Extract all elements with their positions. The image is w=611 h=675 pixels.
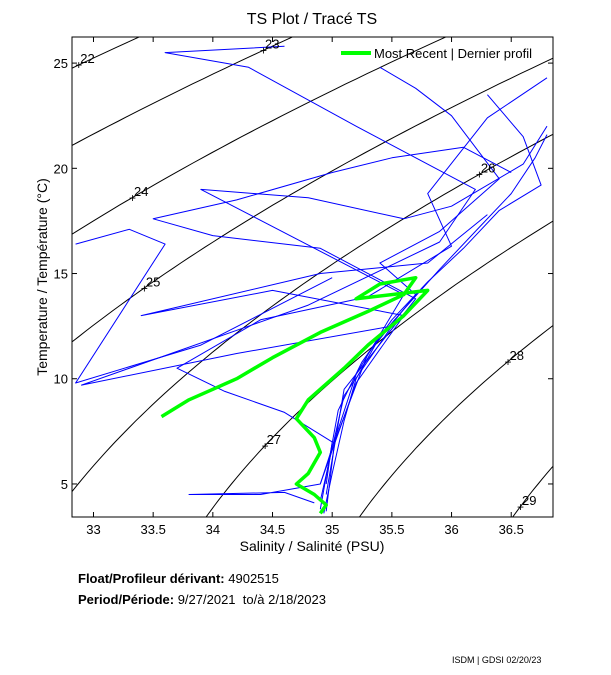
y-tick-label: 15 xyxy=(54,267,68,282)
y-tick-label: 20 xyxy=(54,161,68,176)
profile-line xyxy=(140,214,488,504)
profile-line xyxy=(200,125,548,485)
ts-chart: TS Plot / Tracé TS +22+23+24+25+26+27+28… xyxy=(34,11,554,554)
period-info: Period/Période: 9/27/2021 to/à 2/18/2023 xyxy=(78,592,326,607)
profile-line xyxy=(176,77,548,485)
chart-title: TS Plot / Tracé TS xyxy=(247,11,377,28)
isopycnal-marker: + xyxy=(504,355,511,369)
isopycnal-24 xyxy=(72,37,447,235)
isopycnal-marker: + xyxy=(260,43,267,57)
y-tick-label: 25 xyxy=(54,56,68,71)
y-tick-label: 10 xyxy=(54,372,68,387)
isopycnal-marker: + xyxy=(141,281,148,295)
float-info: Float/Profileur dérivant: 4902515 xyxy=(78,571,279,586)
end-date: 2/18/2023 xyxy=(268,592,326,607)
isopycnal-label: 24 xyxy=(134,184,148,199)
x-tick-label: 33.5 xyxy=(141,522,166,537)
isopycnal-label: 22 xyxy=(80,51,94,66)
x-tick-label: 35 xyxy=(325,522,339,537)
isopycnal-marker: + xyxy=(75,58,82,72)
profile-line xyxy=(81,45,476,501)
x-tick-label: 34 xyxy=(206,522,220,537)
legend-label: Most Recent | Dernier profil xyxy=(374,46,532,61)
plot-frame xyxy=(71,36,554,518)
isopycnal-label: 26 xyxy=(481,161,495,176)
y-tick-label: 5 xyxy=(61,477,68,492)
float-id: 4902515 xyxy=(228,571,279,586)
isopycnal-marker: + xyxy=(262,439,269,453)
isopycnal-label: 29 xyxy=(522,493,536,508)
isopycnal-marker: + xyxy=(476,168,483,182)
profile-line xyxy=(323,134,548,514)
most-recent-profile xyxy=(160,275,430,515)
start-date: 9/27/2021 xyxy=(177,592,236,607)
profile-line xyxy=(325,66,500,512)
float-label: Float/Profileur dérivant: xyxy=(78,571,225,586)
isopycnal-marker: + xyxy=(129,191,136,205)
x-tick-label: 34.5 xyxy=(260,522,285,537)
x-axis-label: Salinity / Salinité (PSU) xyxy=(240,538,385,554)
isopycnal-23 xyxy=(72,37,294,147)
profile-line xyxy=(75,228,333,384)
isopycnal-28 xyxy=(358,324,553,517)
isopycnal-label: 28 xyxy=(509,348,523,363)
isopycnal-29 xyxy=(512,465,553,517)
legend: Most Recent | Dernier profil xyxy=(341,46,532,61)
x-tick-label: 33 xyxy=(86,522,100,537)
isopycnal-label: 23 xyxy=(265,36,279,51)
x-tick-label: 36.5 xyxy=(499,522,524,537)
isopycnal-27 xyxy=(205,220,553,517)
isopycnal-marker: + xyxy=(517,500,524,514)
x-tick-label: 35.5 xyxy=(379,522,404,537)
footer-credit: ISDM | GDSI 02/20/23 xyxy=(452,655,542,665)
isopycnal-label: 27 xyxy=(267,432,281,447)
to-label: to/à xyxy=(242,592,265,607)
isopycnal-25 xyxy=(72,57,553,343)
profile-line xyxy=(152,146,512,495)
isopycnal-label: 25 xyxy=(146,274,160,289)
profile-line xyxy=(319,94,542,510)
y-axis-label: Temperature / Température (°C) xyxy=(34,178,50,376)
x-tick-label: 36 xyxy=(444,522,458,537)
isopycnal-22 xyxy=(72,37,141,69)
period-label: Period/Période: xyxy=(78,592,175,607)
